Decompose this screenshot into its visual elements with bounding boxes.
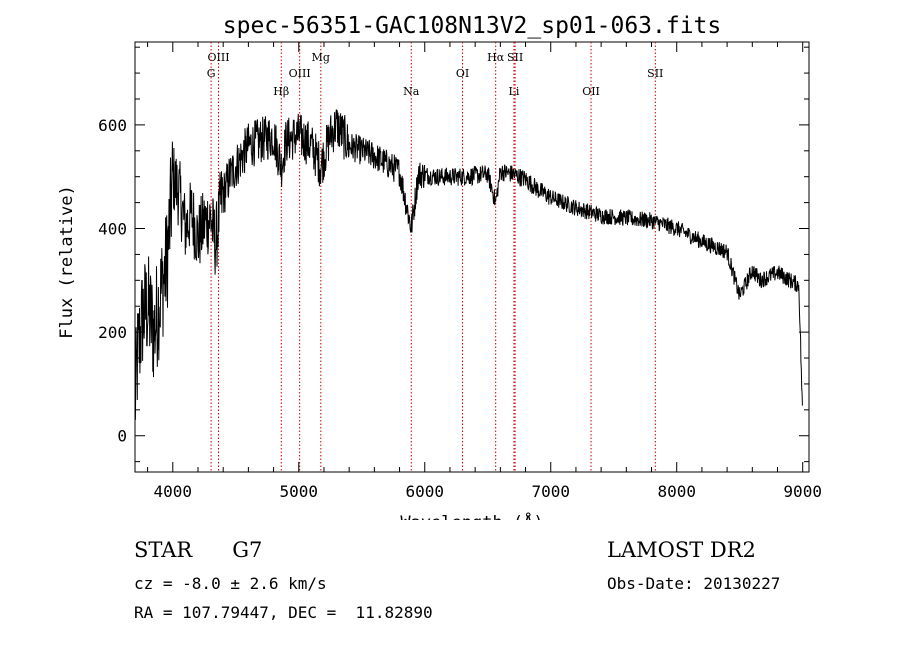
y-tick-label: 400 bbox=[98, 220, 127, 239]
x-axis-label: Wavelength (Å) bbox=[400, 511, 543, 520]
spectrum-chart: spec-56351-GAC108N13V2_sp01-063.fits OII… bbox=[57, 13, 822, 520]
y-tick-label: 0 bbox=[117, 427, 127, 446]
x-tick-label: 9000 bbox=[783, 482, 822, 501]
spectral-line-label: Na bbox=[403, 85, 420, 98]
spectral-line-label: Hα bbox=[487, 51, 505, 64]
spectrum-line bbox=[134, 109, 803, 420]
chart-title: spec-56351-GAC108N13V2_sp01-063.fits bbox=[223, 13, 722, 39]
spectral-line-label: OIII bbox=[289, 67, 311, 80]
spectral-line-label: SII bbox=[507, 51, 523, 64]
y-axis-label: Flux (relative) bbox=[57, 185, 77, 339]
spectral-line-label: Mg bbox=[312, 51, 330, 64]
object-class: STAR bbox=[134, 538, 193, 562]
x-tick-label: 7000 bbox=[531, 482, 570, 501]
spectral-line-label: Hβ bbox=[273, 85, 289, 98]
y-tick-label: 200 bbox=[98, 323, 127, 342]
observation-date: Obs-Date: 20130227 bbox=[607, 574, 781, 593]
y-tick-label: 600 bbox=[98, 116, 127, 135]
object-subclass: G7 bbox=[232, 538, 263, 562]
x-tick-label: 4000 bbox=[154, 482, 193, 501]
spectral-line-label: OI bbox=[456, 67, 469, 80]
axis-ticks: 4000 5000 6000 7000 8000 9000 0 200 400 600 bbox=[98, 42, 822, 501]
spectral-line-label: OIII bbox=[207, 51, 229, 64]
x-tick-label: 6000 bbox=[405, 482, 444, 501]
x-tick-label: 8000 bbox=[657, 482, 696, 501]
coordinates: RA = 107.79447, DEC = 11.82890 bbox=[134, 603, 433, 622]
spectral-line-label: G bbox=[207, 67, 216, 80]
spectral-line-label: SII bbox=[647, 67, 663, 80]
spectral-line-label: OII bbox=[582, 85, 600, 98]
plot-frame bbox=[134, 41, 810, 473]
spectral-line-label: Li bbox=[509, 85, 520, 98]
redshift-velocity: cz = -8.0 ± 2.6 km/s bbox=[134, 574, 327, 593]
x-tick-label: 5000 bbox=[280, 482, 319, 501]
survey-name: LAMOST DR2 bbox=[607, 538, 756, 562]
object-class-line: STAR G7 bbox=[134, 538, 262, 562]
